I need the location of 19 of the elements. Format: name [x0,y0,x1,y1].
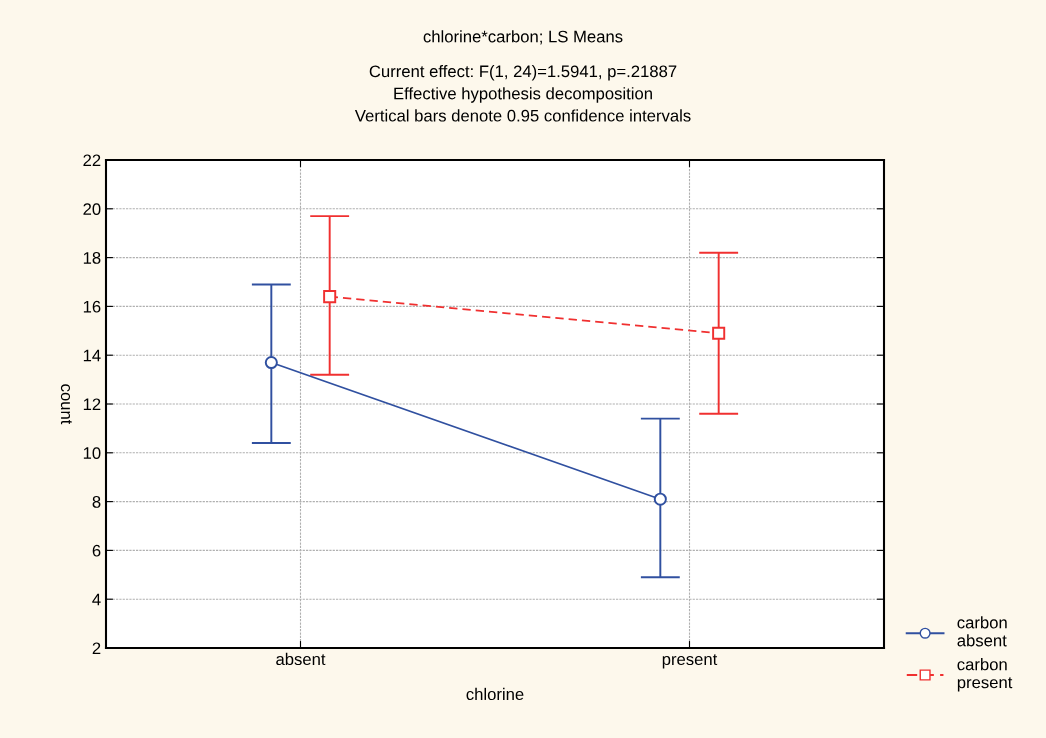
y-tick-label: 20 [83,203,101,215]
chart-subtitle: Current effect: F(1, 24)=1.5941, p=.21887 Effective hypothesis decomposition Vertical bars denote 0.95 confidence intervals [354,65,691,122]
y-tick-label: 16 [83,300,101,313]
y-tick-label: 10 [83,447,101,459]
chart-title: chlorine*carbon; LS Means [423,30,623,45]
x-axis-title: chlorine [466,687,524,701]
y-axis-title: count [60,384,72,425]
y-tick-label: 8 [92,496,101,508]
x-tick-label: present [662,654,718,669]
y-tick-label: 4 [92,593,101,606]
x-tick-label: absent [276,652,326,666]
legend-label: carbon absent [957,616,1007,647]
y-tick-label: 12 [83,398,101,411]
y-tick-label: 22 [83,154,101,167]
y-tick-label: 6 [92,544,101,557]
legend-label: carbon present [957,658,1013,692]
y-tick-label: 14 [83,349,101,362]
y-tick-label: 2 [92,642,101,655]
y-tick-label: 18 [83,252,101,264]
